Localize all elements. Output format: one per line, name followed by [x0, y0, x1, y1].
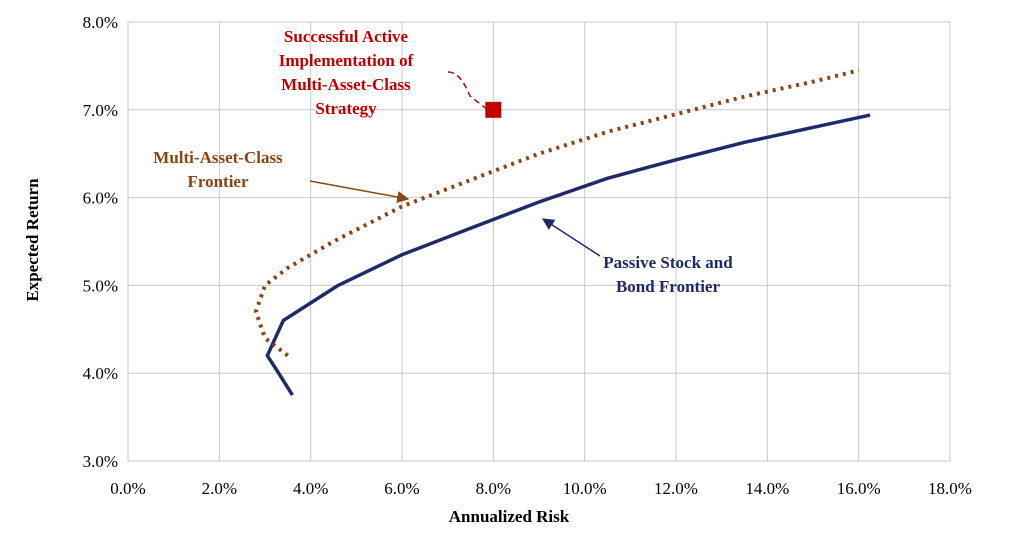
- annotation-active-line: Successful Active: [284, 27, 409, 46]
- y-axis-title: Expected Return: [23, 178, 42, 302]
- x-tick-label: 0.0%: [110, 479, 145, 498]
- annotations: Successful Active Implementation of Multi-…: [153, 27, 733, 296]
- x-tick-label: 2.0%: [202, 479, 237, 498]
- y-tick-label: 5.0%: [83, 276, 118, 295]
- annotation-active-line: Strategy: [315, 99, 377, 118]
- y-tick-label: 3.0%: [83, 452, 118, 471]
- x-axis-title: Annualized Risk: [449, 507, 570, 526]
- x-tick-label: 18.0%: [928, 479, 972, 498]
- axes: 3.0% 4.0% 5.0% 6.0% 7.0% 8.0% 0.0% 2.0% 4.0% 6.0%…: [23, 13, 972, 526]
- mac-leader-arrow: [309, 180, 410, 203]
- x-tick-label: 10.0%: [563, 479, 607, 498]
- annotation-active-line: Multi-Asset-Class: [281, 75, 411, 94]
- passive-frontier-line: [265, 113, 871, 397]
- x-tick-label: 14.0%: [745, 479, 789, 498]
- passive-leader-arrow: [541, 218, 601, 257]
- annotation-mac-line: Multi-Asset-Class: [153, 148, 283, 167]
- y-tick-label: 6.0%: [83, 189, 118, 208]
- annotation-mac-line: Frontier: [187, 172, 249, 191]
- annotation-passive-line: Passive Stock and: [603, 253, 733, 272]
- active-leader-line: [447, 71, 489, 111]
- series: [253, 68, 871, 397]
- y-tick-label: 4.0%: [83, 364, 118, 383]
- active-strategy-marker: [485, 101, 502, 118]
- annotation-active-line: Implementation of: [279, 51, 414, 70]
- plot-area-border: [127, 21, 951, 462]
- y-tick-label: 7.0%: [83, 101, 118, 120]
- x-tick-label: 6.0%: [384, 479, 419, 498]
- x-tick-label: 12.0%: [654, 479, 698, 498]
- gridlines: [127, 21, 951, 462]
- annotation-passive-line: Bond Frontier: [616, 277, 721, 296]
- x-tick-label: 4.0%: [293, 479, 328, 498]
- y-tick-label: 8.0%: [83, 13, 118, 32]
- x-tick-label: 16.0%: [837, 479, 881, 498]
- x-tick-label: 8.0%: [476, 479, 511, 498]
